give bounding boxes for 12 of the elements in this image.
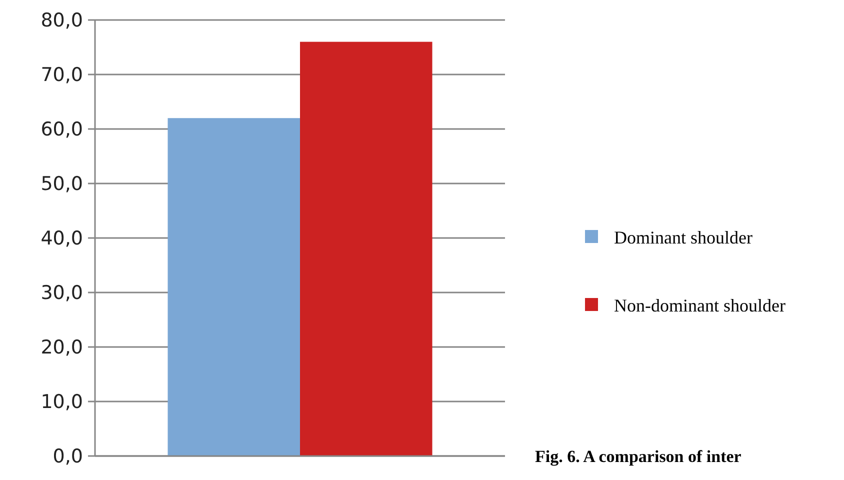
- y-tick-label: 80,0: [40, 10, 83, 32]
- legend-label: Dominant shoulder: [614, 227, 752, 248]
- legend-label: Non-dominant shoulder: [614, 295, 786, 316]
- y-tick-label: 10,0: [40, 391, 83, 414]
- y-tick-label: 0,0: [52, 446, 83, 468]
- y-tick-label: 40,0: [40, 228, 83, 250]
- y-tick-label: 30,0: [40, 282, 83, 304]
- y-tick-label: 70,0: [40, 64, 83, 86]
- y-tick-label: 60,0: [40, 118, 83, 141]
- caption: Fig. 6. A comparison of inter: [535, 447, 742, 466]
- y-tick-label: 50,0: [40, 173, 83, 196]
- y-tick-label: 20,0: [40, 336, 83, 359]
